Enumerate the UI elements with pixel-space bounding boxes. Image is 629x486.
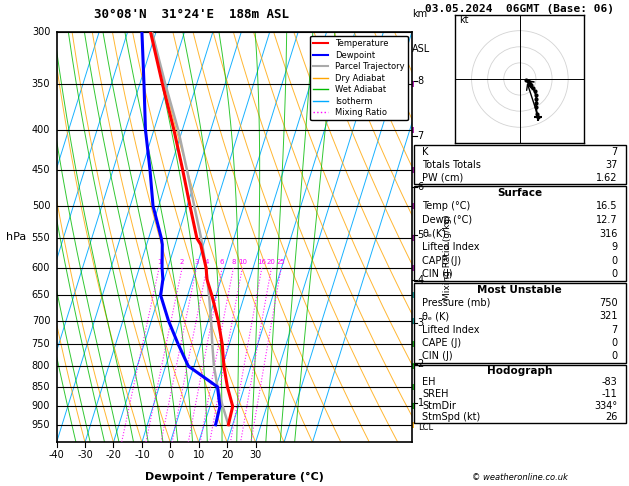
Text: 1: 1 bbox=[418, 398, 424, 408]
Text: 3: 3 bbox=[194, 259, 199, 265]
Text: CAPE (J): CAPE (J) bbox=[422, 256, 462, 266]
Text: 321: 321 bbox=[599, 311, 618, 321]
Text: kt: kt bbox=[459, 15, 468, 25]
Text: 0: 0 bbox=[611, 256, 618, 266]
Text: 10: 10 bbox=[238, 259, 247, 265]
Text: 0: 0 bbox=[611, 269, 618, 279]
Text: 300: 300 bbox=[32, 27, 50, 36]
Text: 1: 1 bbox=[157, 259, 161, 265]
Text: 500: 500 bbox=[31, 201, 50, 211]
Text: 7: 7 bbox=[611, 325, 618, 335]
Text: Mixing Ratio (g/kg): Mixing Ratio (g/kg) bbox=[443, 215, 452, 300]
Text: -30: -30 bbox=[77, 451, 93, 460]
Text: 8: 8 bbox=[418, 76, 424, 86]
Text: km: km bbox=[412, 9, 427, 19]
Text: -10: -10 bbox=[134, 451, 150, 460]
Text: Lifted Index: Lifted Index bbox=[422, 242, 480, 252]
Text: 650: 650 bbox=[31, 290, 50, 300]
Text: LCL: LCL bbox=[418, 423, 433, 432]
Text: Temp (°C): Temp (°C) bbox=[422, 201, 470, 211]
Text: 900: 900 bbox=[32, 401, 50, 411]
Text: 25: 25 bbox=[277, 259, 286, 265]
Text: 316: 316 bbox=[599, 228, 618, 239]
Text: 550: 550 bbox=[31, 233, 50, 243]
Text: 6: 6 bbox=[418, 182, 424, 192]
Text: 400: 400 bbox=[32, 125, 50, 135]
Text: Lifted Index: Lifted Index bbox=[422, 325, 480, 335]
Text: 750: 750 bbox=[31, 339, 50, 349]
Text: 350: 350 bbox=[31, 79, 50, 89]
Text: Dewp (°C): Dewp (°C) bbox=[422, 215, 472, 225]
Text: 950: 950 bbox=[31, 420, 50, 430]
Text: Pressure (mb): Pressure (mb) bbox=[422, 298, 491, 308]
Text: EH: EH bbox=[422, 378, 436, 387]
Text: PW (cm): PW (cm) bbox=[422, 173, 464, 183]
Text: 8: 8 bbox=[231, 259, 236, 265]
Text: 2: 2 bbox=[180, 259, 184, 265]
Text: SREH: SREH bbox=[422, 389, 449, 399]
Text: Totals Totals: Totals Totals bbox=[422, 160, 481, 170]
Text: 7: 7 bbox=[611, 147, 618, 157]
Text: 20: 20 bbox=[267, 259, 276, 265]
Text: 4: 4 bbox=[418, 275, 424, 285]
Text: 10: 10 bbox=[192, 451, 205, 460]
Text: 12.7: 12.7 bbox=[596, 215, 618, 225]
Text: 4: 4 bbox=[204, 259, 209, 265]
Legend: Temperature, Dewpoint, Parcel Trajectory, Dry Adiabat, Wet Adiabat, Isotherm, Mi: Temperature, Dewpoint, Parcel Trajectory… bbox=[310, 36, 408, 121]
Text: 6: 6 bbox=[220, 259, 225, 265]
Text: 1.62: 1.62 bbox=[596, 173, 618, 183]
Text: StmSpd (kt): StmSpd (kt) bbox=[422, 413, 481, 422]
Text: 30°08'N  31°24'E  188m ASL: 30°08'N 31°24'E 188m ASL bbox=[94, 8, 289, 21]
Text: CIN (J): CIN (J) bbox=[422, 269, 453, 279]
Text: 2: 2 bbox=[418, 359, 424, 369]
Text: 26: 26 bbox=[605, 413, 618, 422]
Text: hPa: hPa bbox=[6, 232, 26, 242]
Text: -40: -40 bbox=[48, 451, 65, 460]
Text: © weatheronline.co.uk: © weatheronline.co.uk bbox=[472, 473, 568, 482]
Text: CAPE (J): CAPE (J) bbox=[422, 338, 462, 348]
Text: 334°: 334° bbox=[594, 401, 618, 411]
Text: 750: 750 bbox=[599, 298, 618, 308]
Text: 3: 3 bbox=[418, 318, 424, 328]
Text: θₑ(K): θₑ(K) bbox=[422, 228, 447, 239]
Text: Most Unstable: Most Unstable bbox=[477, 284, 562, 295]
Text: 7: 7 bbox=[418, 132, 424, 141]
Text: K: K bbox=[422, 147, 429, 157]
Text: Surface: Surface bbox=[498, 188, 542, 198]
Text: 0: 0 bbox=[611, 338, 618, 348]
Text: 450: 450 bbox=[31, 165, 50, 175]
Text: 850: 850 bbox=[31, 382, 50, 392]
Text: -20: -20 bbox=[106, 451, 121, 460]
Text: -11: -11 bbox=[601, 389, 618, 399]
Text: 5: 5 bbox=[418, 230, 424, 240]
Text: 9: 9 bbox=[611, 242, 618, 252]
Text: 16.5: 16.5 bbox=[596, 201, 618, 211]
Text: StmDir: StmDir bbox=[422, 401, 456, 411]
Text: 37: 37 bbox=[605, 160, 618, 170]
Text: Hodograph: Hodograph bbox=[487, 366, 552, 376]
Text: ASL: ASL bbox=[412, 44, 430, 54]
Text: 0: 0 bbox=[167, 451, 174, 460]
Text: θₑ (K): θₑ (K) bbox=[422, 311, 450, 321]
Text: 700: 700 bbox=[31, 315, 50, 326]
Text: 20: 20 bbox=[221, 451, 233, 460]
Text: -83: -83 bbox=[601, 378, 618, 387]
Text: 30: 30 bbox=[250, 451, 262, 460]
Text: CIN (J): CIN (J) bbox=[422, 351, 453, 362]
Text: 800: 800 bbox=[32, 361, 50, 371]
Text: 600: 600 bbox=[32, 263, 50, 273]
Text: 0: 0 bbox=[611, 351, 618, 362]
Text: 16: 16 bbox=[257, 259, 266, 265]
Text: Dewpoint / Temperature (°C): Dewpoint / Temperature (°C) bbox=[145, 472, 324, 482]
Text: 03.05.2024  06GMT (Base: 06): 03.05.2024 06GMT (Base: 06) bbox=[425, 3, 615, 14]
